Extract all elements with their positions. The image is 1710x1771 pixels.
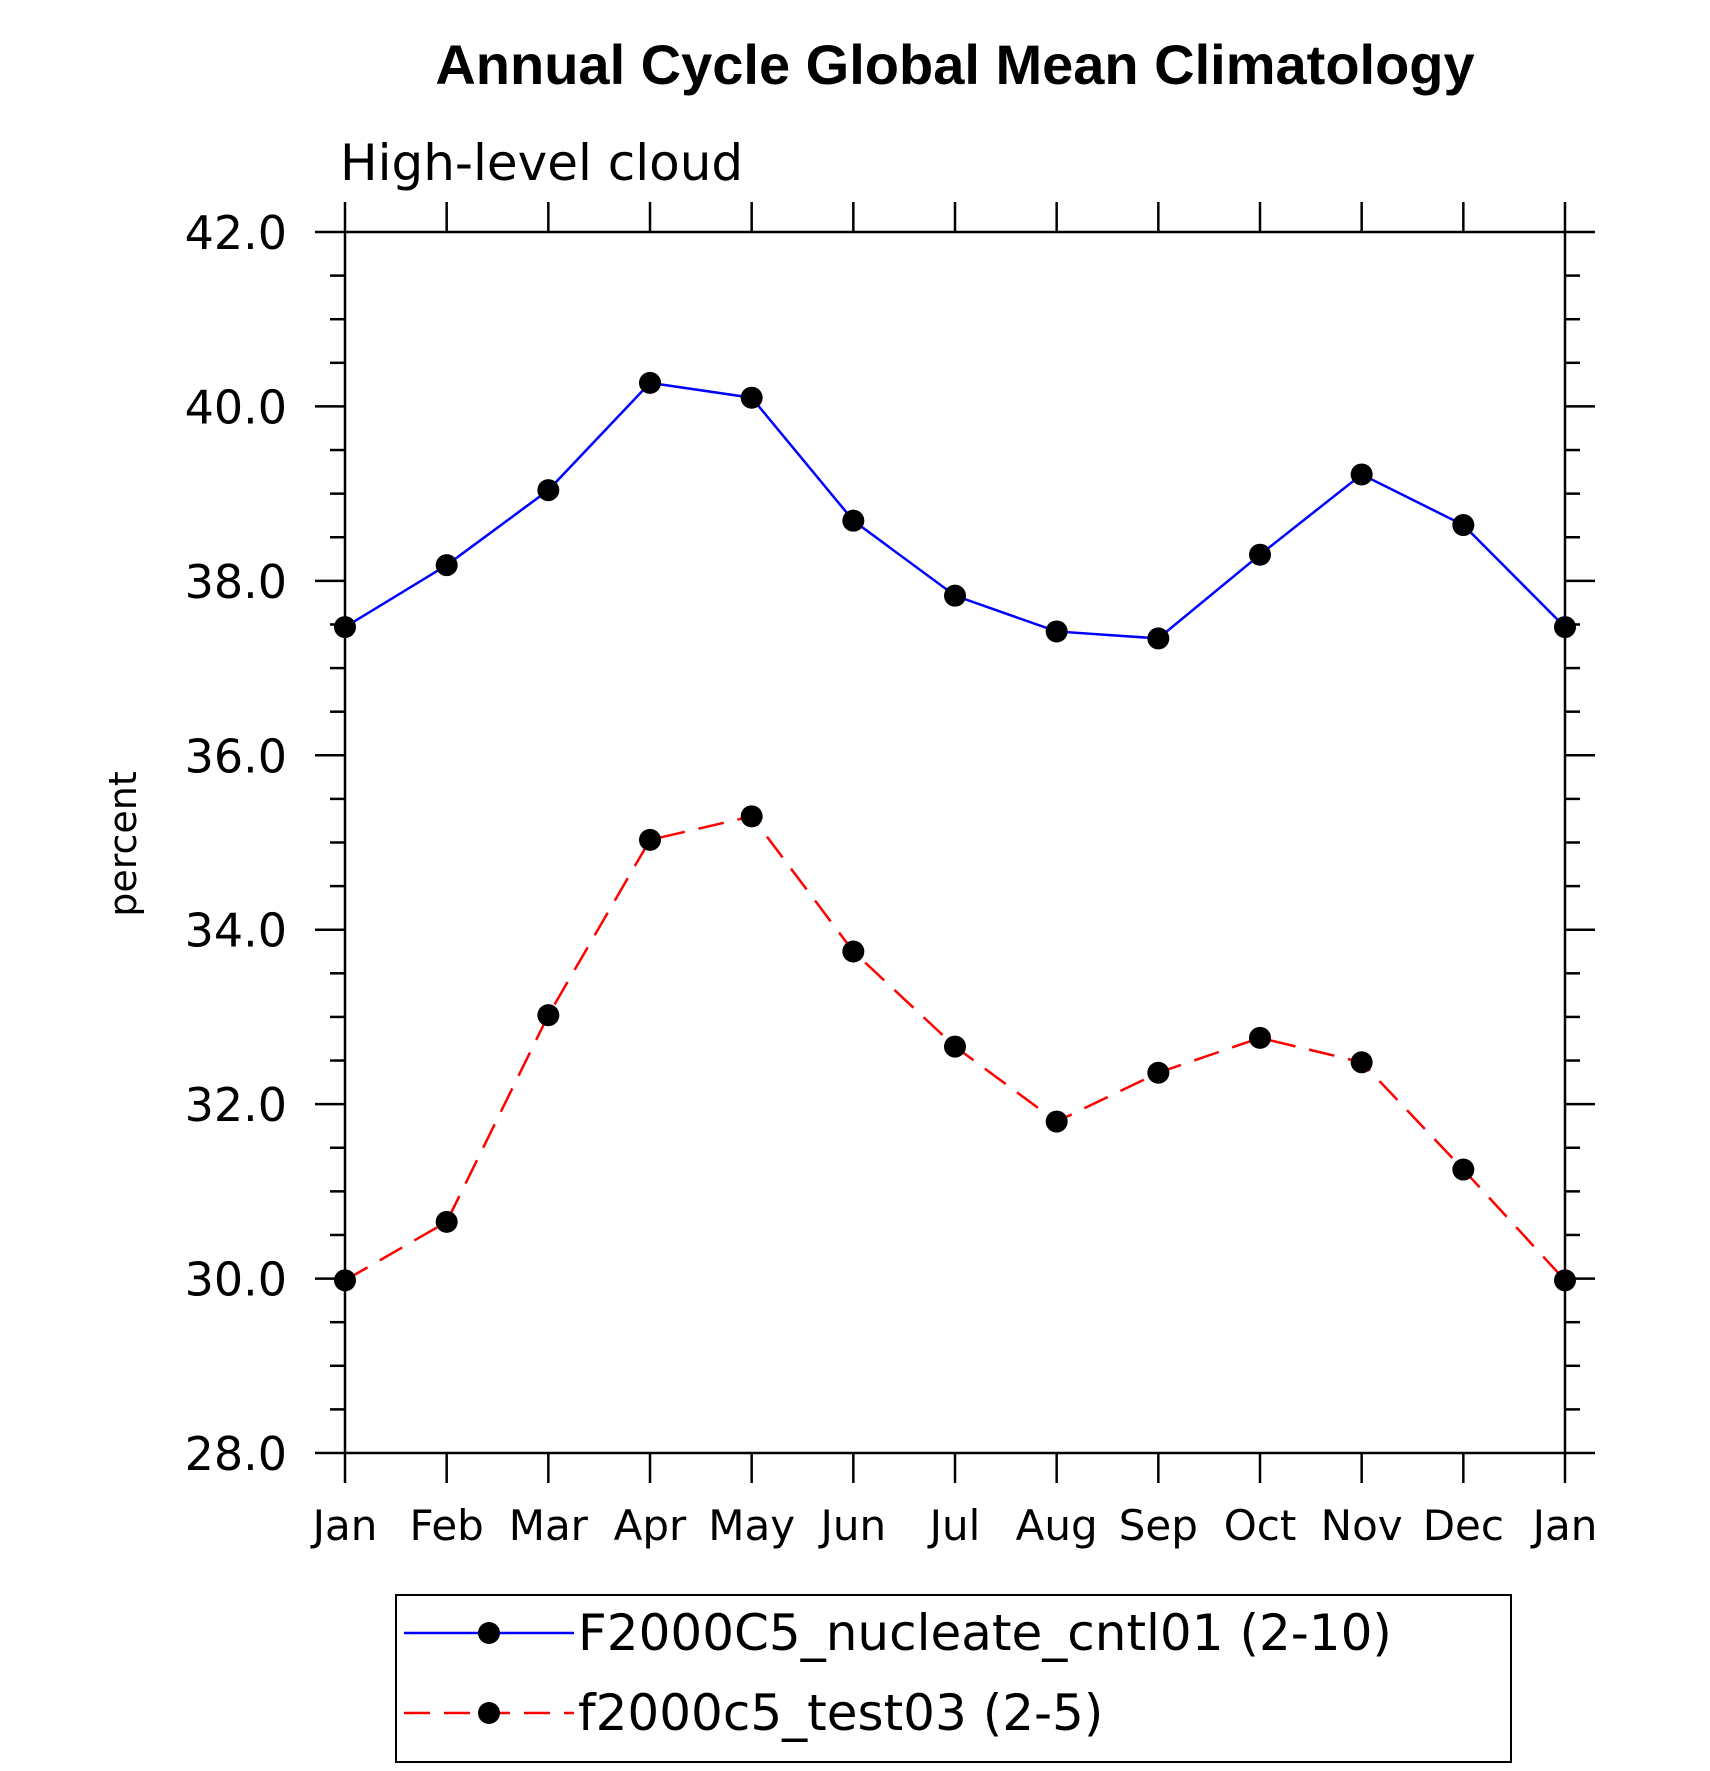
data-point: [1554, 616, 1576, 639]
y-tick-label: 34.0: [185, 904, 287, 958]
legend-entry-1: F2000C5_nucleate_cntl01 (2-10): [404, 1604, 1392, 1662]
data-point: [944, 1035, 966, 1058]
x-tick-label: Jan: [310, 1501, 378, 1550]
x-tick-label: Apr: [614, 1501, 687, 1550]
chart-title: Annual Cycle Global Mean Climatology: [435, 33, 1474, 96]
x-tick-label: Jun: [818, 1501, 887, 1550]
data-point: [1147, 627, 1170, 650]
y-tick-label: 42.0: [185, 206, 287, 260]
data-point: [537, 479, 560, 502]
x-tick-label: Aug: [1016, 1501, 1098, 1550]
data-point: [1350, 463, 1373, 486]
y-tick-label: 28.0: [185, 1427, 287, 1481]
x-tick-label: Jul: [927, 1501, 981, 1550]
data-point: [740, 386, 763, 409]
data-point: [435, 1210, 458, 1233]
data-point: [1147, 1061, 1170, 1084]
x-tick-label: Dec: [1423, 1501, 1504, 1550]
data-point: [537, 1004, 560, 1027]
y-tick-label: 38.0: [185, 555, 287, 609]
x-tick-label: Sep: [1119, 1501, 1198, 1550]
chart-subtitle: High-level cloud: [340, 134, 743, 192]
data-point: [1350, 1051, 1373, 1074]
data-point: [1249, 1026, 1271, 1049]
y-axis: 28.0 30.0 32.0 34.0 36.0 38.0 40.0 42.0: [185, 206, 1595, 1481]
x-tick-label: Nov: [1321, 1501, 1403, 1550]
legend: F2000C5_nucleate_cntl01 (2-10) f2000c5_te…: [404, 1604, 1392, 1742]
data-point: [1045, 620, 1068, 643]
x-tick-label: Feb: [409, 1501, 483, 1550]
y-tick-label: 30.0: [185, 1253, 287, 1307]
data-point: [1554, 1269, 1576, 1292]
data-point: [1452, 1158, 1475, 1181]
data-point: [1452, 514, 1475, 537]
y-tick-label: 32.0: [185, 1078, 287, 1132]
legend-label: f2000c5_test03 (2-5): [578, 1684, 1103, 1742]
data-point: [334, 1269, 356, 1292]
x-tick-label: May: [708, 1501, 795, 1550]
legend-marker: [478, 1622, 500, 1644]
data-point: [740, 805, 763, 828]
x-tick-label: Jan: [1530, 1501, 1598, 1550]
series-1: [334, 371, 1576, 650]
legend-marker: [478, 1702, 500, 1724]
legend-entry-2: f2000c5_test03 (2-5): [404, 1684, 1103, 1742]
x-tick-label: Mar: [509, 1501, 589, 1550]
series-2: [334, 805, 1576, 1292]
x-tick-label: Oct: [1224, 1501, 1297, 1550]
legend-box: [395, 1594, 1512, 1763]
y-axis-label: percent: [101, 771, 145, 917]
data-point: [435, 554, 458, 577]
data-point: [944, 584, 966, 607]
x-axis: Jan Feb Mar Apr May Jun Jul Aug Sep Oct Nov Dec Jan: [310, 202, 1598, 1550]
y-tick-label: 36.0: [185, 729, 287, 783]
y-tick-label: 40.0: [185, 380, 287, 434]
data-point: [334, 616, 356, 639]
legend-label: F2000C5_nucleate_cntl01 (2-10): [578, 1604, 1392, 1662]
data-point: [842, 940, 865, 963]
series-layer: [334, 371, 1576, 1292]
data-point: [639, 371, 661, 394]
data-point: [842, 509, 865, 532]
data-point: [1249, 543, 1271, 566]
data-point: [639, 828, 661, 851]
data-point: [1045, 1110, 1068, 1133]
